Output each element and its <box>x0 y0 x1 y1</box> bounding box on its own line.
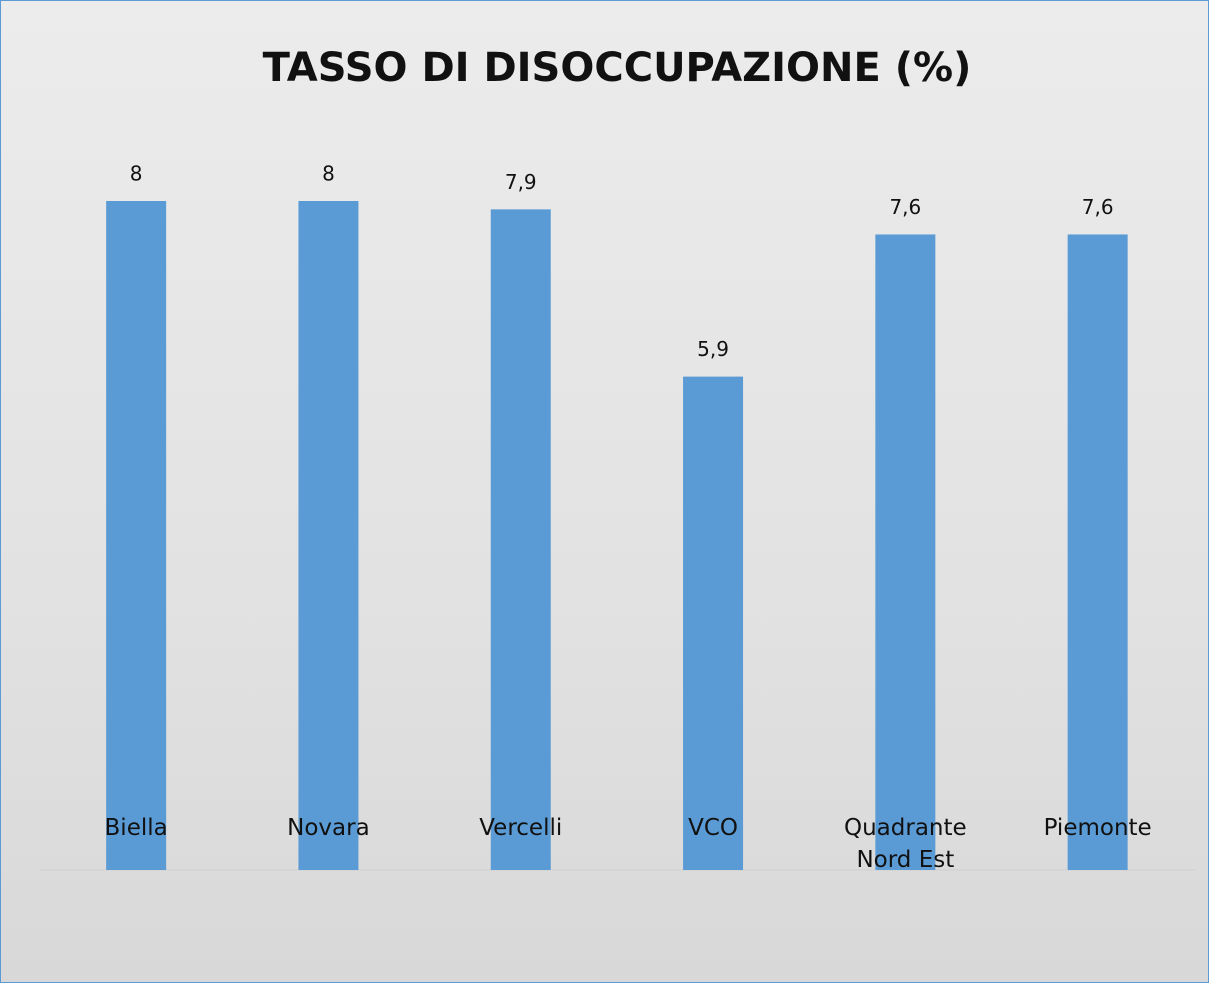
bar <box>683 377 743 870</box>
bar <box>875 234 935 870</box>
data-label: 8 <box>130 162 143 186</box>
x-tick-label: Vercelli <box>431 812 611 844</box>
x-tick-label: Novara <box>238 812 418 844</box>
x-tick-label: Piemonte <box>1008 812 1188 844</box>
data-label: 7,6 <box>889 195 921 219</box>
x-tick-label: Quadrante Nord Est <box>815 812 995 876</box>
data-label: 8 <box>322 162 335 186</box>
data-label: 7,6 <box>1082 195 1114 219</box>
data-label: 7,9 <box>505 170 537 194</box>
x-tick-label: VCO <box>623 812 803 844</box>
bar <box>1068 234 1128 870</box>
chart-title: TASSO DI DISOCCUPAZIONE (%) <box>263 45 972 91</box>
chart-page: TASSO DI DISOCCUPAZIONE (%) 8 8 7,9 5,9 7,6 7… <box>0 0 1209 983</box>
data-label: 5,9 <box>697 337 729 361</box>
bar <box>298 201 358 870</box>
bar <box>106 201 166 870</box>
x-tick-label: Biella <box>46 812 226 844</box>
bar <box>491 209 551 870</box>
